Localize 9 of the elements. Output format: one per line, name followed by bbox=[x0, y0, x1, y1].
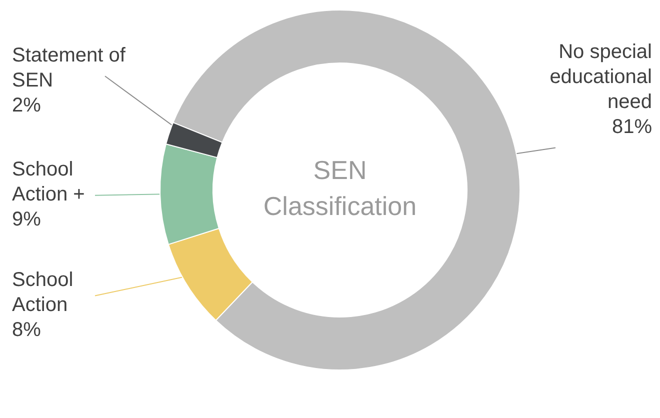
slice-label: Statement of SEN bbox=[12, 44, 126, 92]
data-label: 81% bbox=[612, 116, 652, 138]
data-label: 8% bbox=[12, 319, 42, 342]
text: SEN Classification bbox=[263, 154, 417, 221]
data-label: 9% bbox=[12, 208, 42, 231]
slice-label: School Action + bbox=[12, 158, 85, 206]
slice-label: School Action bbox=[12, 269, 74, 316]
slice-label: No special educational need bbox=[550, 40, 652, 113]
data-label: 2% bbox=[12, 94, 42, 116]
